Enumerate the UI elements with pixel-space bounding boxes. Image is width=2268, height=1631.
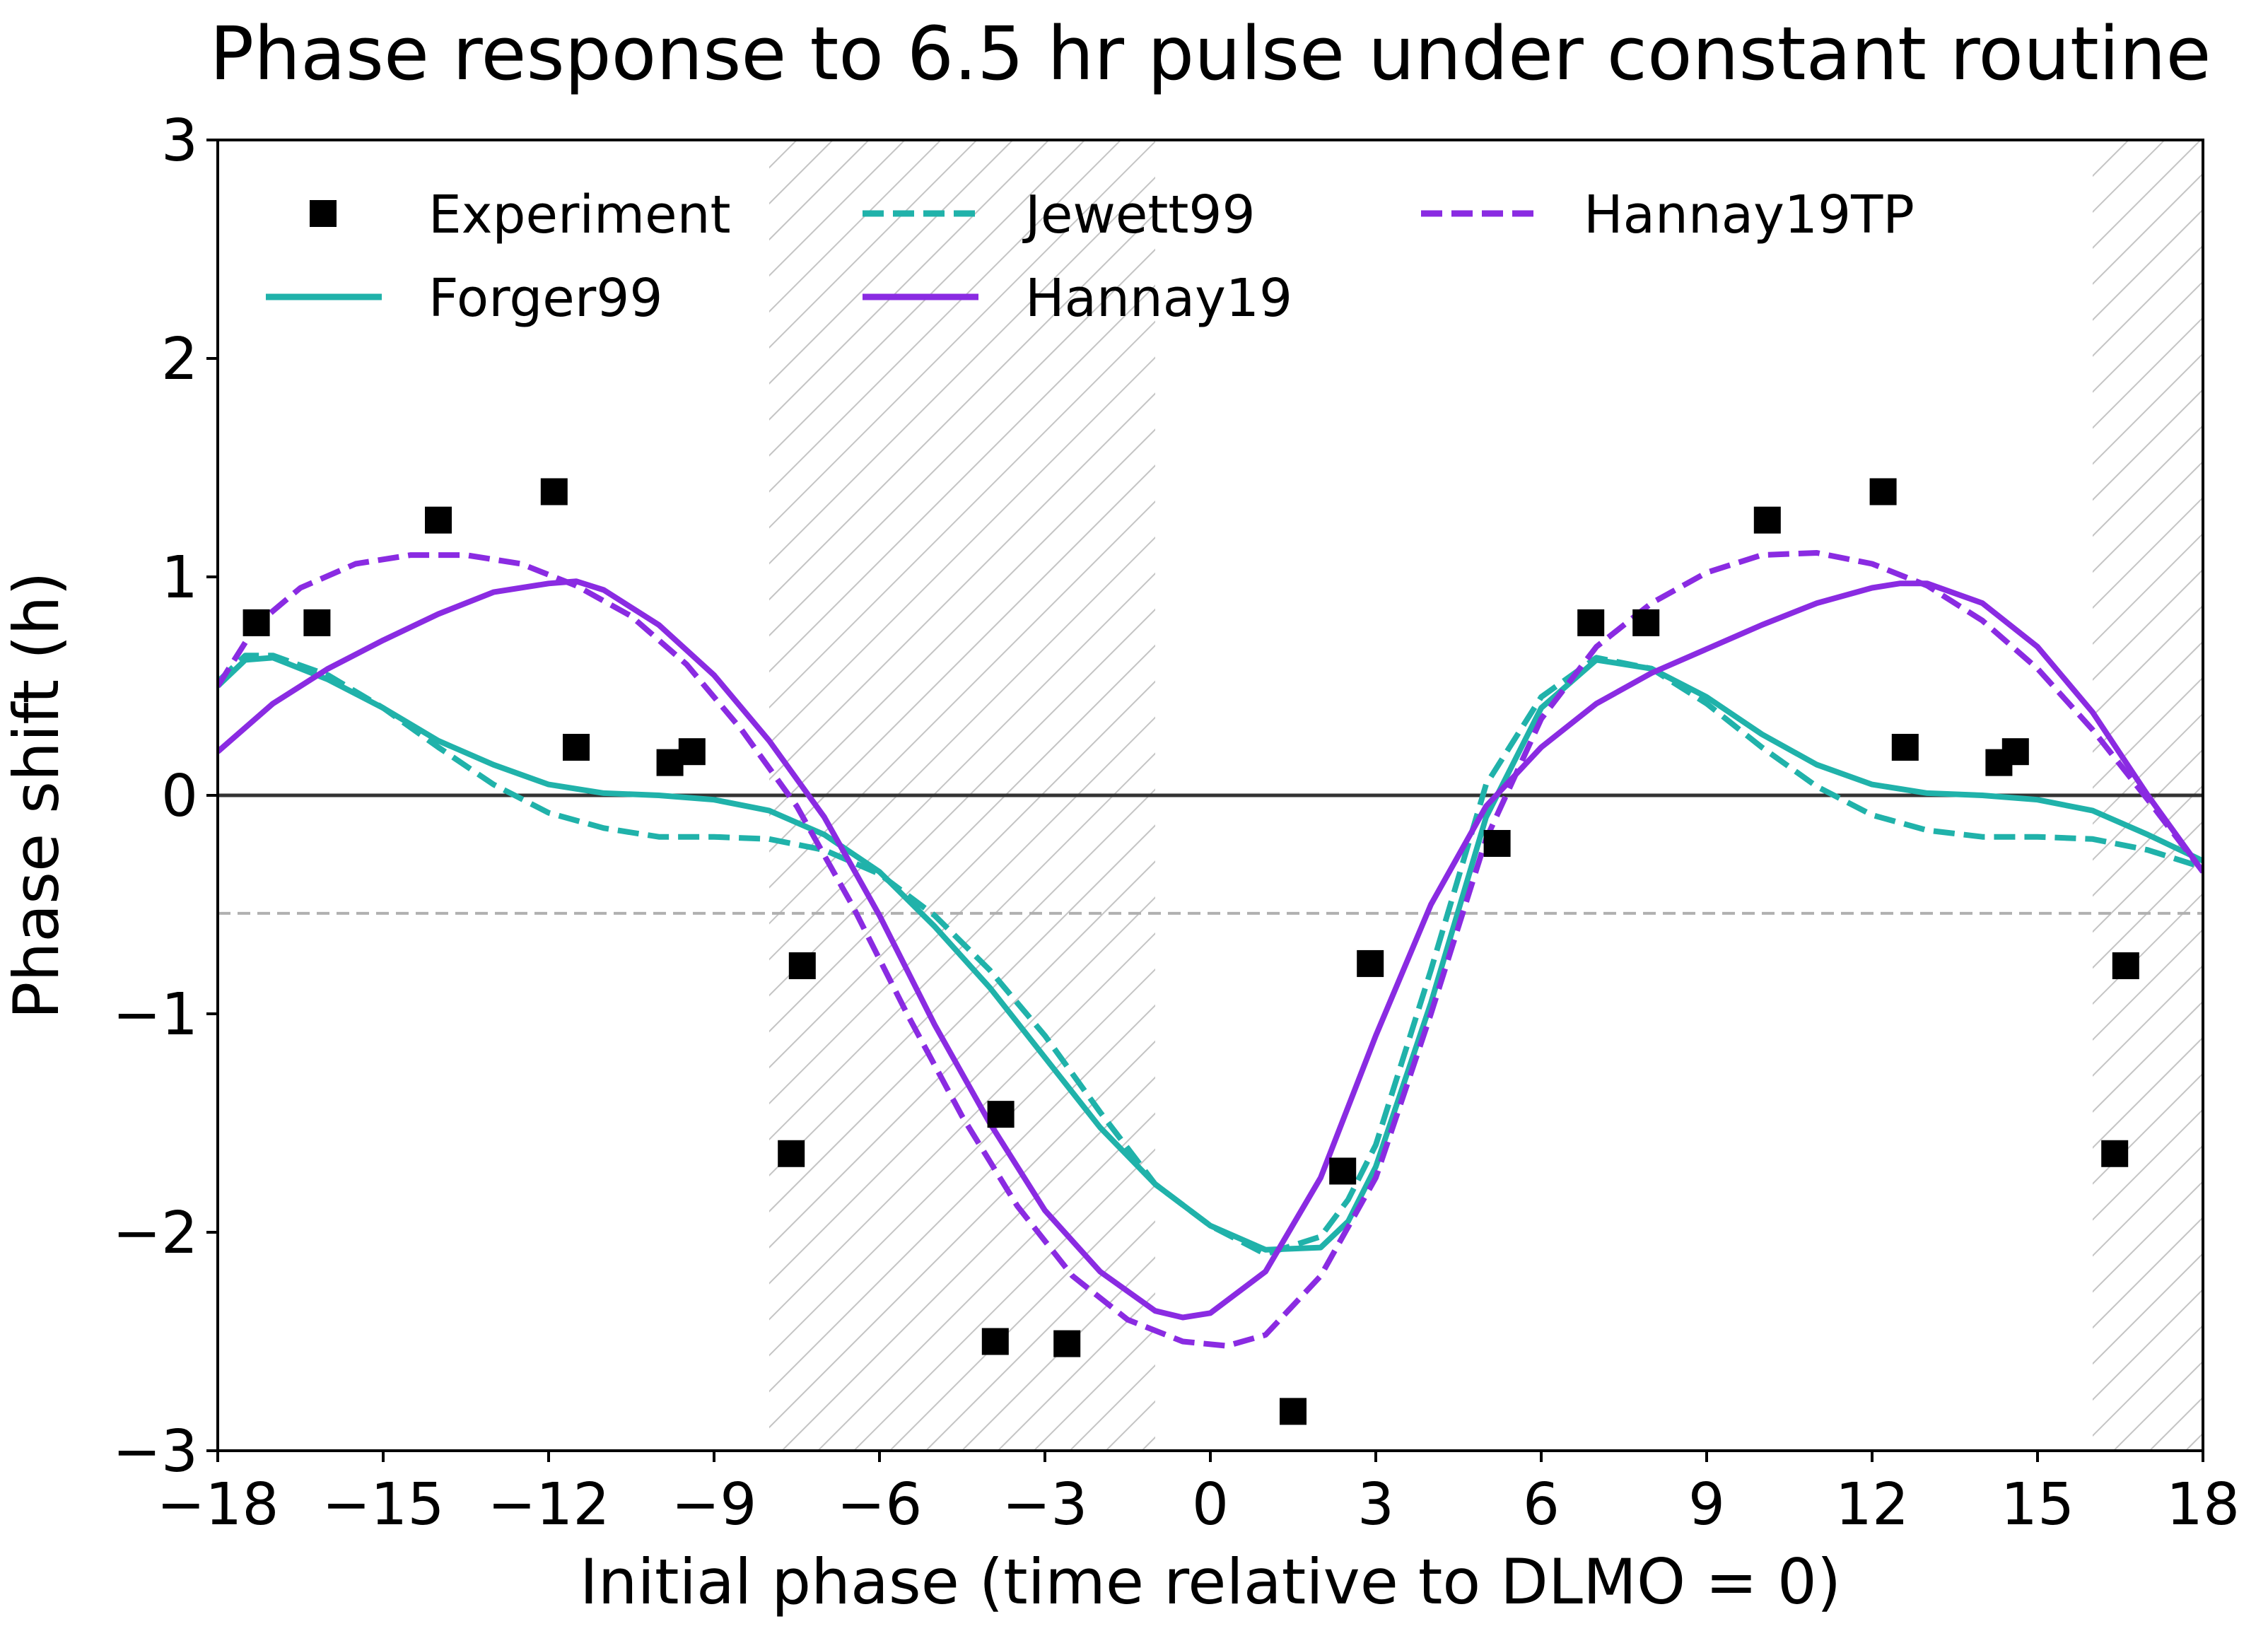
y-tick-label: −1 [112, 981, 198, 1048]
y-tick-label: 2 [161, 326, 198, 393]
legend: Experiment Forger99 Jewett99 Hannay19 Hannay… [266, 185, 1915, 329]
legend-label: Hannay19TP [1584, 185, 1915, 245]
forger99-line [218, 655, 2203, 1253]
legend-item-experiment: Experiment [310, 185, 731, 245]
experiment-point [1280, 1398, 1307, 1425]
experiment-point [1577, 609, 1605, 636]
y-tick-label: 1 [161, 544, 198, 612]
experiment-point [242, 609, 270, 636]
x-tick-label: 12 [1835, 1471, 1909, 1538]
reference-lines [218, 793, 2203, 915]
experiment-point [1632, 609, 1660, 636]
x-tick-label: 9 [1688, 1471, 1725, 1538]
x-tick-label: −6 [837, 1471, 923, 1538]
y-tick-label: 3 [161, 107, 198, 175]
x-tick-label: −9 [672, 1471, 757, 1538]
legend-label: Experiment [428, 185, 731, 245]
x-tick-label: 15 [2001, 1471, 2074, 1538]
experiment-point [788, 952, 816, 980]
y-axis-label: Phase shift (h) [0, 571, 73, 1019]
x-tick-label: 6 [1523, 1471, 1560, 1538]
y-tick-label: −3 [112, 1418, 198, 1485]
x-tick-label: 3 [1357, 1471, 1394, 1538]
experiment-point [563, 734, 590, 761]
legend-swatch [310, 200, 337, 227]
y-tick-label: −2 [112, 1200, 198, 1267]
experiment-point [1053, 1330, 1081, 1357]
x-tick-label: −3 [1003, 1471, 1088, 1538]
experiment-point [1891, 734, 1919, 761]
legend-label: Forger99 [428, 268, 662, 329]
experiment-point [425, 506, 452, 534]
x-axis-ticks: −18 −15 −12 −9 −6 −3 0 3 6 9 12 15 18 [156, 1451, 2240, 1538]
x-tick-label: −18 [156, 1471, 279, 1538]
experiment-point [2112, 952, 2139, 980]
x-tick-label: −12 [487, 1471, 609, 1538]
x-tick-label: 0 [1192, 1471, 1229, 1538]
experiment-point [1869, 478, 1897, 505]
experiment-point [1329, 1157, 1357, 1185]
experiment-point [987, 1101, 1015, 1128]
experiment-point [303, 609, 331, 636]
experiment-point [1753, 506, 1781, 534]
x-axis-label: Initial phase (time relative to DLMO = 0… [580, 1545, 1841, 1618]
experiment-point [2001, 738, 2029, 766]
legend-label: Hannay19 [1025, 268, 1292, 329]
legend-label: Jewett99 [1022, 185, 1256, 245]
series-layer [218, 550, 2203, 1349]
experiment-point [778, 1140, 805, 1167]
legend-item-jewett99: Jewett99 [863, 185, 1256, 245]
hannay19-line [218, 578, 2203, 1321]
experiment-point [678, 738, 706, 766]
legend-item-hannay19tp: Hannay19TP [1421, 185, 1915, 245]
y-axis-ticks: −3 −2 −1 0 1 2 3 [112, 107, 218, 1485]
chart-title: Phase response to 6.5 hr pulse under con… [209, 11, 2211, 97]
experiment-point [1357, 949, 1384, 977]
x-tick-label: −15 [322, 1471, 444, 1538]
experiment-point [2101, 1140, 2129, 1167]
legend-item-forger99: Forger99 [266, 268, 662, 329]
x-tick-label: 18 [2166, 1471, 2240, 1538]
experiment-point [1483, 829, 1511, 857]
hannay19tp-line [218, 550, 2203, 1349]
y-tick-label: 0 [161, 763, 198, 830]
experiment-markers [242, 478, 2139, 1425]
jewett99-line [218, 653, 2203, 1257]
legend-item-hannay19: Hannay19 [863, 268, 1292, 329]
experiment-point [540, 478, 568, 505]
experiment-point [981, 1328, 1009, 1355]
